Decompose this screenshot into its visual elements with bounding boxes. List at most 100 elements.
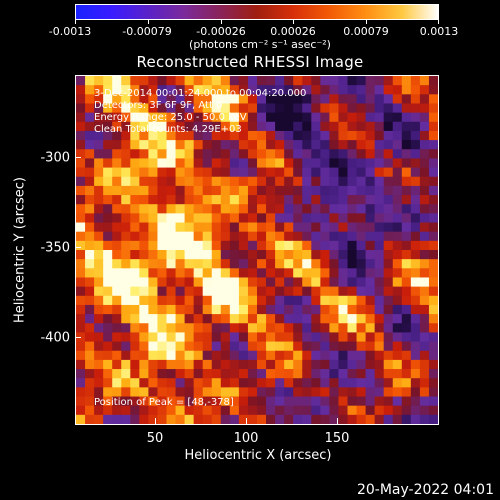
heatmap-cell <box>166 112 177 123</box>
heatmap-cell <box>338 341 349 352</box>
heatmap-cell <box>320 240 330 251</box>
heatmap-cell <box>401 350 412 361</box>
heatmap-cell <box>356 295 367 306</box>
heatmap-cell <box>211 396 222 407</box>
heatmap-cell <box>157 195 168 205</box>
heatmap-cell <box>76 314 86 324</box>
heatmap-cell <box>284 369 294 379</box>
heatmap-cell <box>383 195 394 205</box>
heatmap-cell <box>94 286 104 297</box>
heatmap-cell <box>266 103 276 114</box>
heatmap-cell <box>284 396 294 407</box>
heatmap-cell <box>275 85 285 95</box>
heatmap-cell <box>392 167 403 178</box>
heatmap-cell <box>284 323 294 334</box>
heatmap-cell <box>311 158 321 169</box>
heatmap-cell <box>247 185 258 196</box>
heatmap-cell <box>302 130 312 141</box>
heatmap-cell <box>401 112 412 123</box>
heatmap-cell <box>130 121 140 132</box>
heatmap-cell <box>103 185 113 196</box>
heatmap-cell <box>419 378 430 388</box>
heatmap-cell <box>284 140 294 150</box>
heatmap-cell <box>76 286 86 297</box>
heatmap-cell <box>320 414 330 424</box>
heatmap-cell <box>229 121 240 132</box>
heatmap-cell <box>401 304 412 315</box>
heatmap-cell <box>238 250 249 260</box>
heatmap-cell <box>94 185 104 196</box>
heatmap-cell <box>166 204 177 214</box>
heatmap-cell <box>374 185 385 196</box>
heatmap-cell <box>112 414 122 424</box>
heatmap-cell <box>166 140 177 150</box>
heatmap-cell <box>94 332 104 343</box>
heatmap-cell <box>94 277 104 288</box>
heatmap-cell <box>392 405 403 416</box>
heatmap-cell <box>202 277 213 288</box>
heatmap-cell <box>148 350 159 361</box>
heatmap-cell <box>284 286 294 297</box>
heatmap-cell <box>266 304 276 315</box>
heatmap-cell <box>229 240 240 251</box>
heatmap-cell <box>103 286 113 297</box>
heatmap-cell <box>85 277 95 288</box>
heatmap-cell <box>121 359 131 370</box>
heatmap-cell <box>229 286 240 297</box>
heatmap-cell <box>275 185 285 196</box>
heatmap-cell <box>275 231 285 242</box>
heatmap-cell <box>184 250 195 260</box>
heatmap-cell <box>347 85 358 95</box>
heatmap-cell <box>247 76 258 86</box>
heatmap-cell <box>238 332 249 343</box>
heatmap-cell <box>419 167 430 178</box>
heatmap-cell <box>338 250 349 260</box>
heatmap-cell <box>247 222 258 233</box>
heatmap-cell <box>229 130 240 141</box>
heatmap-cell <box>220 140 231 150</box>
heatmap-cell <box>202 350 213 361</box>
heatmap-cell <box>338 213 349 224</box>
heatmap-cell <box>202 414 213 424</box>
heatmap-cell <box>238 167 249 178</box>
heatmap-cell <box>419 259 430 269</box>
heatmap-cell <box>247 121 258 132</box>
heatmap-cell <box>320 185 330 196</box>
heatmap-cell <box>148 240 159 251</box>
heatmap-cell <box>112 213 122 224</box>
heatmap-cell <box>94 167 104 178</box>
heatmap-cell <box>130 140 140 150</box>
heatmap-cell <box>94 103 104 114</box>
heatmap-cell <box>374 396 385 407</box>
image-plot[interactable]: 3-Dec-2014 00:01:24.000 to 00:04:20.000 … <box>75 75 439 425</box>
y-tick-label: -350 <box>40 240 70 256</box>
heatmap-cell <box>220 185 231 196</box>
heatmap-cell <box>112 76 122 86</box>
heatmap-cell <box>202 130 213 141</box>
heatmap-cell <box>202 213 213 224</box>
heatmap-cell <box>356 277 367 288</box>
heatmap-cell <box>275 295 285 306</box>
heatmap-cell <box>139 268 149 279</box>
heatmap-cell <box>374 231 385 242</box>
heatmap-cell <box>365 121 376 132</box>
heatmap-cell <box>293 94 303 105</box>
heatmap-cell <box>76 167 86 178</box>
heatmap-cell <box>383 304 394 315</box>
heatmap-cell <box>365 332 376 343</box>
heatmap-cell <box>238 387 249 398</box>
heatmap-cell <box>193 250 204 260</box>
heatmap-cell <box>94 240 104 251</box>
heatmap-cell <box>383 121 394 132</box>
heatmap-cell <box>220 378 231 388</box>
heatmap-cell <box>284 213 294 224</box>
heatmap-cell <box>392 359 403 370</box>
heatmap-cell <box>94 268 104 279</box>
heatmap-cell <box>383 295 394 306</box>
heatmap-cell <box>392 295 403 306</box>
heatmap-cell <box>329 176 340 187</box>
heatmap-cell <box>193 85 204 95</box>
heatmap-cell <box>275 158 285 169</box>
heatmap-cell <box>257 222 267 233</box>
heatmap-cell <box>211 130 222 141</box>
